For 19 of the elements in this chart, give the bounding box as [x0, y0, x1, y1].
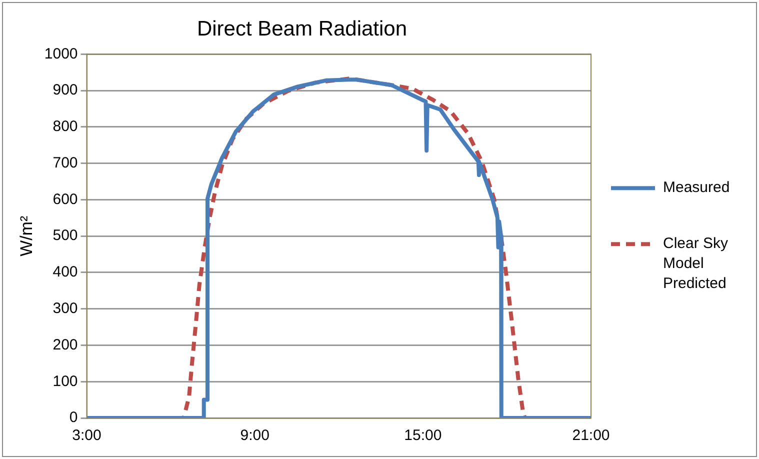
x-tick-label: 9:00 [240, 427, 270, 444]
y-tick-label: 100 [52, 372, 78, 390]
legend-label: Measured [663, 179, 730, 196]
y-tick-label: 0 [69, 409, 78, 426]
y-tick-label: 300 [52, 300, 78, 317]
y-tick-label: 600 [52, 190, 78, 208]
y-tick-label: 1000 [44, 45, 78, 62]
x-tick-label: 21:00 [572, 427, 610, 444]
y-tick-label: 800 [52, 118, 78, 136]
x-tick-label: 3:00 [72, 427, 102, 444]
y-tick-label: 900 [52, 82, 78, 99]
y-tick-label: 700 [52, 154, 78, 172]
x-tick-label: 15:00 [404, 427, 442, 444]
y-tick-label: 500 [52, 227, 78, 244]
y-tick-label: 400 [52, 264, 78, 281]
chart-title: Direct Beam Radiation [196, 17, 408, 40]
y-tick-label: 200 [52, 336, 78, 354]
legend-label: Clear Sky Model Predicted [663, 235, 729, 292]
y-axis-title: W/m² [16, 215, 36, 256]
